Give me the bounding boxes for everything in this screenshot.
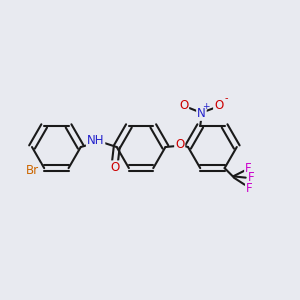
Text: NH: NH (87, 134, 104, 147)
Text: O: O (110, 161, 120, 174)
Text: F: F (248, 171, 255, 184)
Text: N: N (197, 107, 206, 120)
Text: F: F (245, 162, 252, 175)
Text: O: O (175, 138, 184, 151)
Text: -: - (225, 94, 228, 103)
Text: +: + (202, 102, 209, 111)
Text: F: F (246, 182, 253, 195)
Text: O: O (214, 99, 223, 112)
Text: Br: Br (26, 164, 40, 177)
Text: O: O (179, 99, 188, 112)
